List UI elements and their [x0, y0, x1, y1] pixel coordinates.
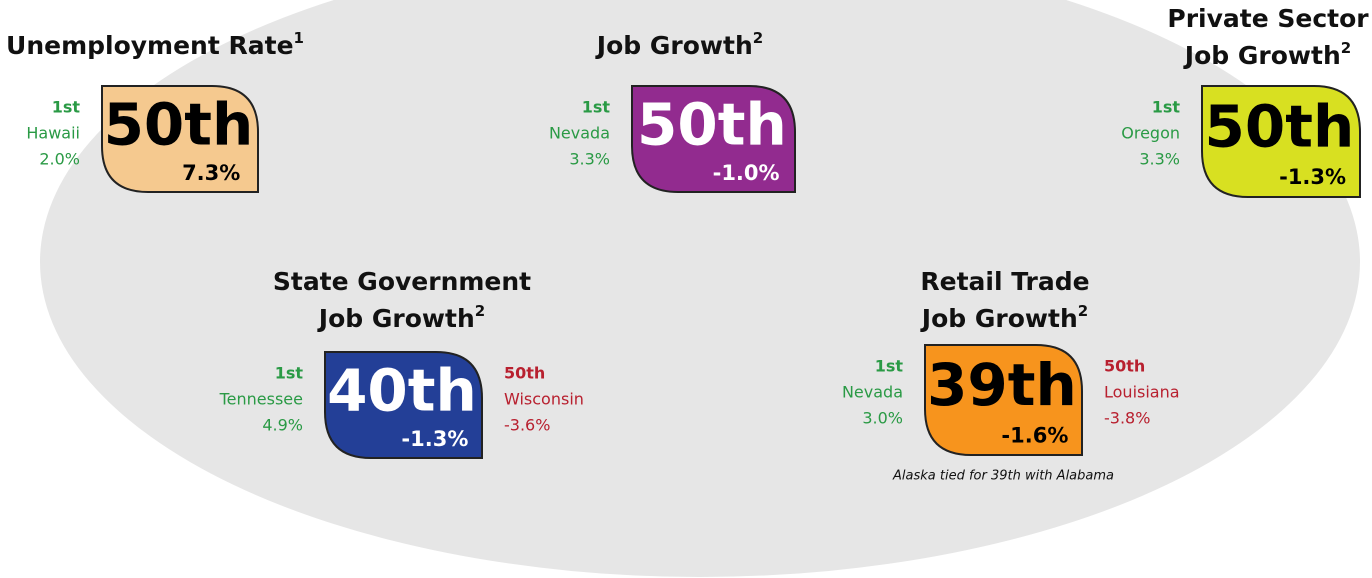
value: -1.3% — [1279, 165, 1346, 189]
rank: 50th — [637, 91, 787, 159]
panel-title: Job Growth2 — [1183, 39, 1351, 71]
last-rank: 50th — [504, 364, 545, 383]
first-rank: 1st — [875, 357, 904, 376]
footnote-mark: 2 — [753, 29, 763, 47]
footnote-mark: 2 — [475, 302, 485, 320]
last-state: Louisiana — [1104, 383, 1180, 402]
panel-title: Job Growth2 — [920, 302, 1088, 334]
title-line: State Government — [273, 267, 531, 296]
first-value: 4.9% — [262, 416, 303, 435]
rank: 39th — [927, 351, 1077, 419]
value: -1.3% — [401, 427, 468, 451]
first-state: Tennessee — [219, 390, 303, 409]
first-rank: 1st — [52, 98, 81, 117]
rank: 50th — [104, 91, 254, 159]
rank-badge — [924, 344, 1083, 456]
footnote-mark: 1 — [294, 29, 304, 47]
title-line: Job Growth — [920, 304, 1078, 333]
title-line: Job Growth — [1183, 41, 1341, 70]
footnote-mark: 2 — [1078, 302, 1088, 320]
panel-title: Private Sector — [1167, 4, 1369, 33]
first-rank: 1st — [275, 364, 304, 383]
first-value: 3.3% — [569, 150, 610, 169]
title-line: Unemployment Rate — [6, 31, 294, 60]
first-value: 3.3% — [1139, 150, 1180, 169]
title-line: Job Growth — [595, 31, 753, 60]
rank-badge — [324, 351, 483, 459]
rank-badge — [1201, 85, 1361, 198]
panel-title: Retail Trade — [920, 267, 1089, 296]
title-line: Job Growth — [317, 304, 475, 333]
value: -1.6% — [1001, 423, 1068, 447]
first-rank: 1st — [582, 98, 611, 117]
last-value: -3.8% — [1104, 409, 1150, 428]
rank: 50th — [1205, 93, 1355, 161]
last-value: -3.6% — [504, 416, 550, 435]
rank-badge — [631, 85, 796, 193]
value: 7.3% — [182, 161, 240, 185]
note: Alaska tied for 39th with Alabama — [892, 469, 1114, 484]
last-state: Wisconsin — [504, 390, 584, 409]
rank-badge — [101, 85, 259, 193]
panel-title: Job Growth2 — [595, 29, 763, 61]
first-state: Nevada — [549, 124, 610, 143]
panel-title: Unemployment Rate1 — [6, 29, 304, 61]
title-line: Retail Trade — [920, 267, 1089, 296]
first-state: Nevada — [842, 383, 903, 402]
panel-title: Job Growth2 — [317, 302, 485, 334]
footnote-mark: 2 — [1341, 39, 1351, 57]
first-state: Hawaii — [26, 124, 80, 143]
value: -1.0% — [713, 161, 780, 185]
first-value: 2.0% — [39, 150, 80, 169]
first-value: 3.0% — [862, 409, 903, 428]
last-rank: 50th — [1104, 357, 1145, 376]
first-state: Oregon — [1121, 124, 1180, 143]
panel-title: State Government — [273, 267, 531, 296]
first-rank: 1st — [1152, 98, 1181, 117]
title-line: Private Sector — [1167, 4, 1369, 33]
rank: 40th — [327, 357, 477, 425]
